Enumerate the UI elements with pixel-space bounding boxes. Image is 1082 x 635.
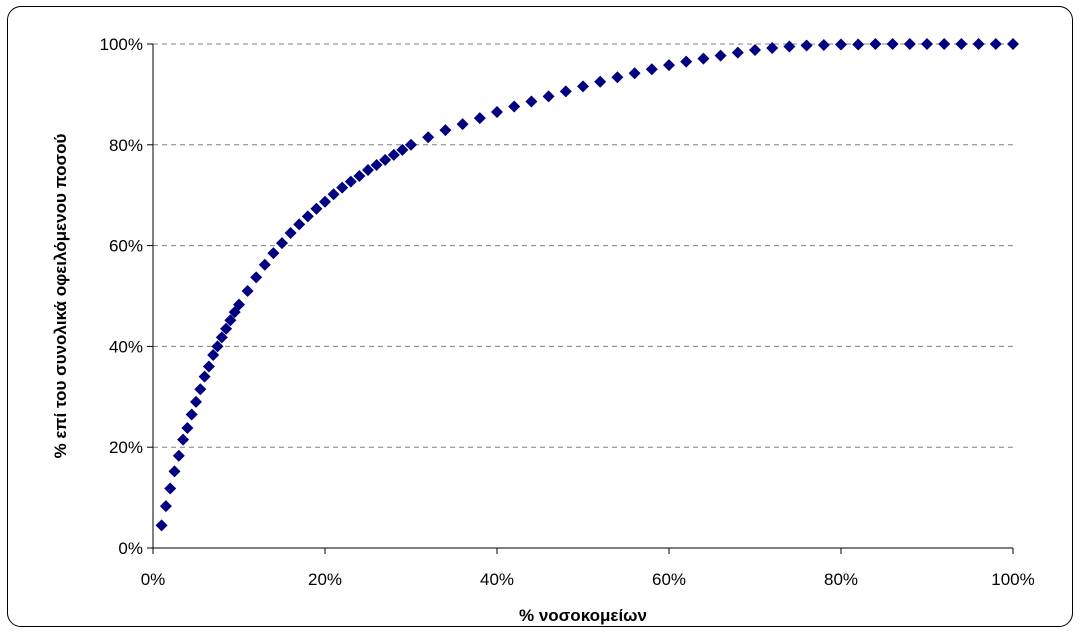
data-point — [344, 175, 357, 188]
y-tick-label: 0% — [118, 539, 143, 558]
data-point — [663, 59, 675, 72]
data-point — [353, 170, 366, 183]
data-point — [194, 383, 207, 396]
data-point — [835, 38, 847, 51]
data-point — [921, 38, 933, 50]
x-tick-label: 100% — [991, 570, 1034, 589]
data-point — [284, 227, 297, 239]
data-point — [405, 138, 417, 151]
data-point — [542, 90, 555, 103]
data-point — [387, 148, 400, 161]
x-tick-label: 20% — [308, 570, 342, 589]
data-point — [628, 67, 641, 80]
data-point — [697, 52, 710, 65]
data-point — [211, 340, 224, 353]
tick-labels: 0% 20% 40% 60% 80% 100% 0% 20% 40% 60% 80% 100% — [100, 35, 1035, 589]
data-point — [491, 106, 503, 119]
data-point — [972, 38, 985, 50]
data-point — [456, 118, 469, 131]
data-point — [749, 44, 761, 57]
data-point — [766, 42, 779, 55]
data-point — [233, 298, 245, 311]
data-point — [817, 39, 830, 52]
data-points — [155, 38, 1019, 532]
x-tick-label: 40% — [480, 570, 514, 589]
data-point — [525, 95, 538, 108]
data-point — [611, 71, 624, 84]
data-point — [379, 153, 392, 166]
data-point — [422, 131, 435, 144]
data-point — [267, 247, 280, 260]
data-point — [250, 271, 263, 284]
data-point — [508, 100, 521, 113]
data-point — [164, 482, 177, 495]
data-point — [731, 46, 744, 59]
data-point — [215, 331, 228, 344]
data-point — [852, 38, 865, 51]
data-point — [224, 314, 237, 327]
x-tick-label: 60% — [652, 570, 686, 589]
data-point — [473, 112, 486, 125]
data-point — [181, 422, 194, 435]
data-point — [241, 284, 254, 297]
y-axis-title: % επί του συνολικά οφειλόμενου ποσού — [51, 133, 70, 458]
data-point — [198, 370, 211, 383]
data-point — [172, 449, 185, 462]
data-point — [168, 465, 181, 478]
data-point — [783, 40, 796, 53]
data-point — [301, 210, 314, 223]
axes — [147, 43, 1014, 554]
data-point — [159, 500, 172, 513]
data-point — [190, 395, 202, 408]
data-point — [869, 38, 882, 50]
data-point — [903, 38, 916, 50]
data-point — [714, 49, 727, 62]
data-point — [202, 360, 215, 373]
y-tick-label: 60% — [109, 237, 143, 256]
data-point — [258, 258, 271, 271]
data-point — [362, 164, 374, 176]
data-point — [645, 63, 658, 76]
data-point — [319, 195, 331, 208]
data-point — [220, 322, 233, 335]
data-point — [594, 75, 607, 88]
data-point — [155, 519, 168, 532]
data-point — [396, 143, 409, 156]
data-point — [1007, 38, 1019, 50]
y-tick-label: 40% — [109, 337, 143, 356]
y-tick-label: 20% — [109, 438, 143, 457]
data-point — [955, 38, 968, 50]
data-point — [370, 158, 383, 171]
data-point — [938, 38, 951, 50]
chart-frame — [7, 6, 1073, 627]
y-tick-label: 80% — [109, 136, 143, 155]
data-point — [989, 38, 1002, 50]
x-tick-label: 0% — [141, 570, 166, 589]
data-point — [680, 55, 693, 68]
data-point — [177, 433, 190, 446]
data-point — [800, 39, 813, 52]
data-point — [185, 408, 198, 421]
data-point — [577, 80, 589, 93]
data-point — [293, 218, 306, 231]
data-point — [886, 38, 899, 50]
data-point — [207, 348, 220, 361]
data-point — [559, 85, 572, 98]
y-tick-label: 100% — [100, 35, 143, 54]
x-axis-title: % νοσοκομείων — [519, 606, 647, 625]
data-point — [276, 237, 288, 250]
data-point — [327, 188, 340, 201]
data-point — [336, 181, 349, 194]
data-point — [439, 124, 452, 137]
x-tick-label: 80% — [824, 570, 858, 589]
data-point — [310, 202, 323, 215]
